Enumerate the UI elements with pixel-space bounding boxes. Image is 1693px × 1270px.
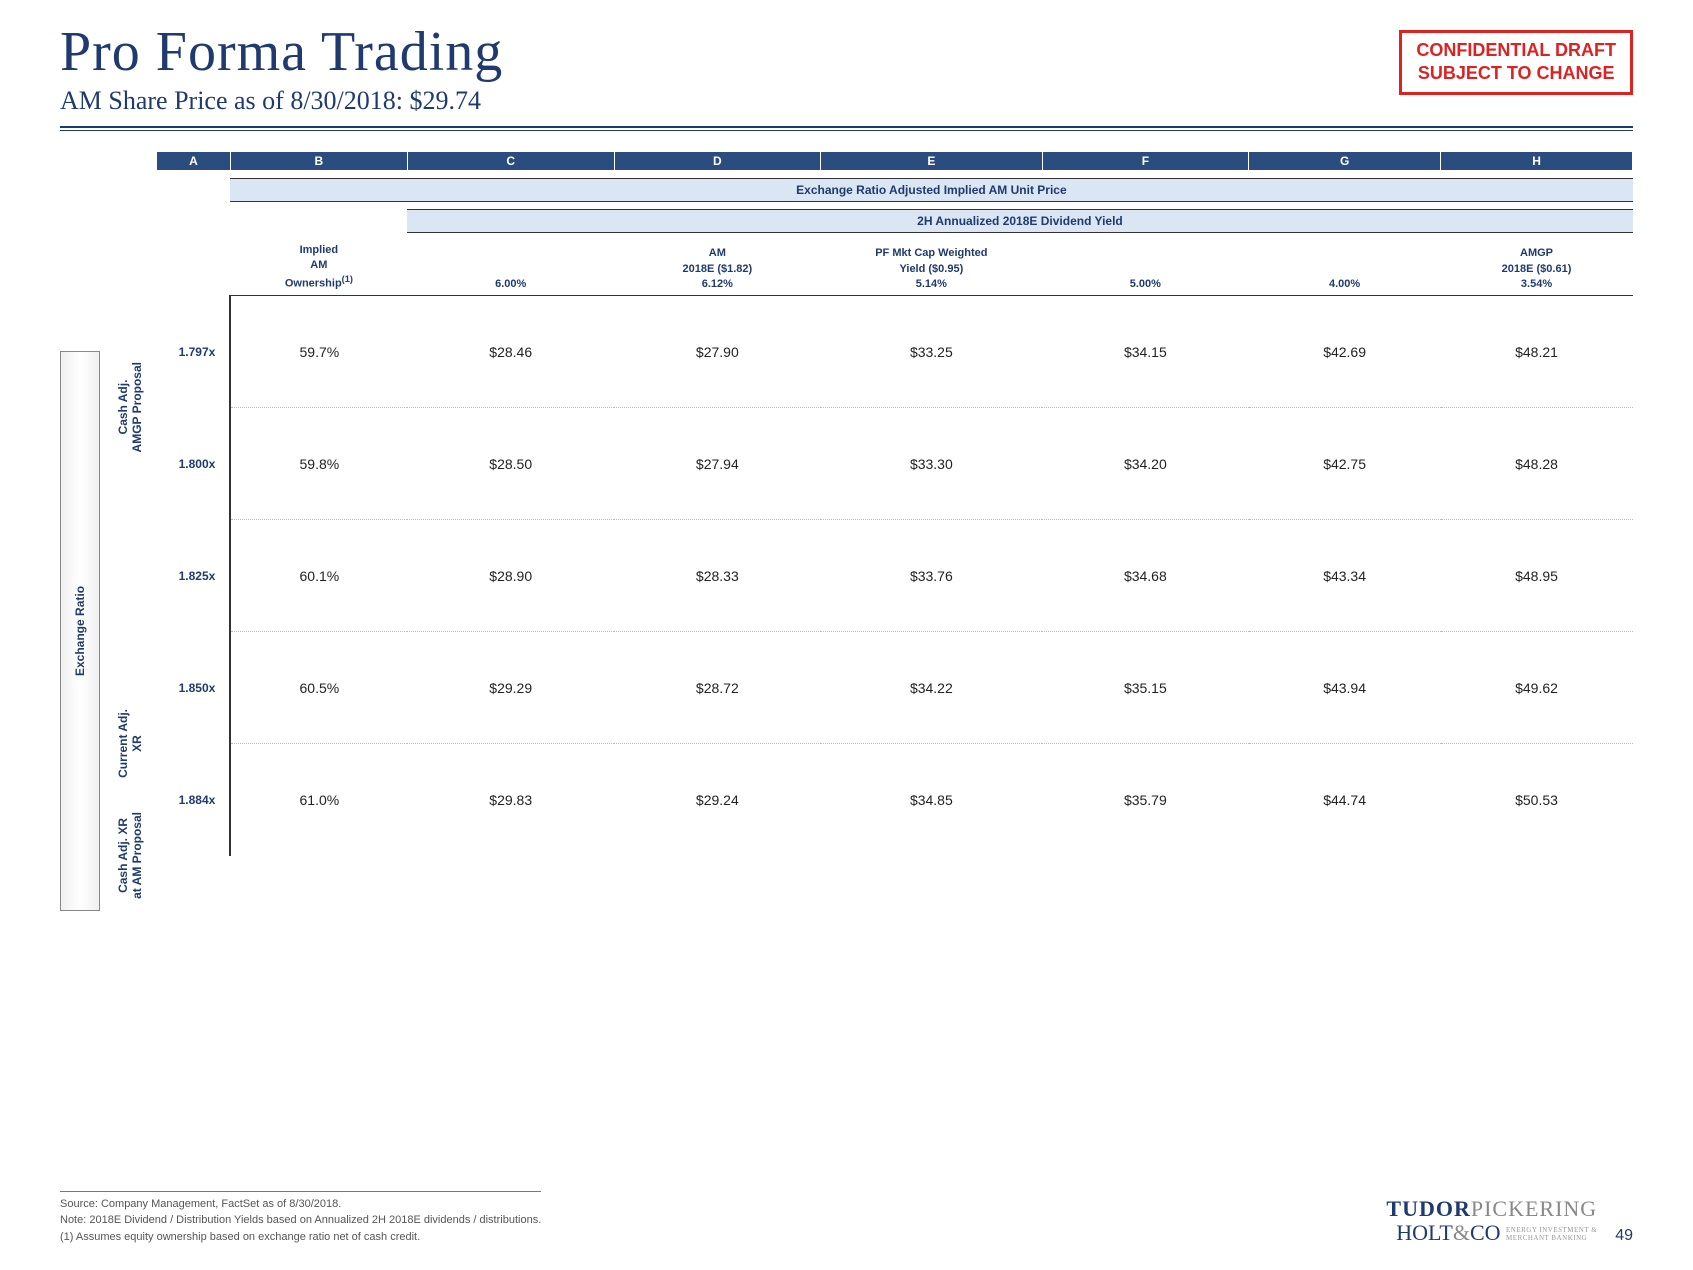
cell-own: 59.8% bbox=[230, 408, 407, 520]
cell-d: $27.90 bbox=[614, 296, 821, 408]
cell-g: $44.74 bbox=[1249, 744, 1441, 856]
logo-text-pickering: PICKERING bbox=[1471, 1196, 1597, 1221]
table-row: 1.825x 60.1% $28.90 $28.33 $33.76 $34.68… bbox=[157, 520, 1633, 632]
logo-text-holt: HOLT bbox=[1396, 1220, 1453, 1245]
cell-c: $28.90 bbox=[407, 520, 614, 632]
col-letter-d: D bbox=[614, 152, 821, 171]
stamp-line1: CONFIDENTIAL DRAFT bbox=[1416, 39, 1616, 62]
cell-d: $28.33 bbox=[614, 520, 821, 632]
col-letter-b: B bbox=[230, 152, 407, 171]
section2-label: 2H Annualized 2018E Dividend Yield bbox=[407, 210, 1632, 233]
cell-e: $33.25 bbox=[821, 296, 1042, 408]
data-table-area: A B C D E F G H Exchange Ratio Adjusted … bbox=[156, 151, 1633, 911]
colhead-g: 4.00% bbox=[1249, 233, 1441, 296]
colhead-d: AM 2018E ($1.82) 6.12% bbox=[614, 233, 821, 296]
cell-d: $27.94 bbox=[614, 408, 821, 520]
section2-header: 2H Annualized 2018E Dividend Yield bbox=[157, 210, 1633, 233]
cell-h: $48.21 bbox=[1441, 296, 1633, 408]
row-label-3 bbox=[110, 575, 150, 687]
cell-own: 61.0% bbox=[230, 744, 407, 856]
cell-c: $28.50 bbox=[407, 408, 614, 520]
cell-e: $34.85 bbox=[821, 744, 1042, 856]
table-row: 1.797x 59.7% $28.46 $27.90 $33.25 $34.15… bbox=[157, 296, 1633, 408]
page-footer: Source: Company Management, FactSet as o… bbox=[60, 1191, 1633, 1246]
cell-c: $29.83 bbox=[407, 744, 614, 856]
cell-e: $34.22 bbox=[821, 632, 1042, 744]
page-title: Pro Forma Trading bbox=[60, 20, 1633, 84]
cell-own: 59.7% bbox=[230, 296, 407, 408]
col-letter-f: F bbox=[1042, 152, 1249, 171]
cell-g: $43.34 bbox=[1249, 520, 1441, 632]
cell-f: $35.79 bbox=[1042, 744, 1249, 856]
cell-ratio: 1.797x bbox=[157, 296, 231, 408]
cell-own: 60.1% bbox=[230, 520, 407, 632]
row-label-1: Cash Adj. AMGP Proposal bbox=[110, 351, 150, 463]
stamp-line2: SUBJECT TO CHANGE bbox=[1416, 62, 1616, 85]
company-logo: TUDORPICKERING HOLT&CO ENERGY INVESTMENT… bbox=[1386, 1197, 1597, 1245]
row-label-4: Current Adj. XR bbox=[110, 687, 150, 799]
cell-g: $43.94 bbox=[1249, 632, 1441, 744]
row-category-labels: Cash Adj. AMGP Proposal Current Adj. XR … bbox=[110, 351, 150, 911]
content-area: Exchange Ratio Cash Adj. AMGP Proposal C… bbox=[60, 151, 1633, 911]
cell-f: $34.15 bbox=[1042, 296, 1249, 408]
section1-label: Exchange Ratio Adjusted Implied AM Unit … bbox=[230, 179, 1632, 202]
logo-tagline: ENERGY INVESTMENT & MERCHANT BANKING bbox=[1506, 1227, 1597, 1242]
cell-h: $48.95 bbox=[1441, 520, 1633, 632]
cell-h: $50.53 bbox=[1441, 744, 1633, 856]
col-letter-h: H bbox=[1441, 152, 1633, 171]
data-table: A B C D E F G H Exchange Ratio Adjusted … bbox=[156, 151, 1633, 856]
table-row: 1.884x 61.0% $29.83 $29.24 $34.85 $35.79… bbox=[157, 744, 1633, 856]
col-letter-a: A bbox=[157, 152, 231, 171]
cell-g: $42.75 bbox=[1249, 408, 1441, 520]
logo-text-amp: & bbox=[1453, 1220, 1470, 1245]
logo-text-tudor: TUDOR bbox=[1386, 1196, 1470, 1221]
logo-area: TUDORPICKERING HOLT&CO ENERGY INVESTMENT… bbox=[1386, 1197, 1633, 1245]
cell-ratio: 1.850x bbox=[157, 632, 231, 744]
cell-g: $42.69 bbox=[1249, 296, 1441, 408]
column-headers: Implied AM Ownership(1) 6.00% AM 2018E (… bbox=[157, 233, 1633, 296]
colhead-b: Implied AM Ownership(1) bbox=[230, 233, 407, 296]
row-label-2 bbox=[110, 463, 150, 575]
footnote-1: (1) Assumes equity ownership based on ex… bbox=[60, 1229, 541, 1246]
col-letter-e: E bbox=[821, 152, 1042, 171]
cell-ratio: 1.825x bbox=[157, 520, 231, 632]
cell-e: $33.30 bbox=[821, 408, 1042, 520]
page-number: 49 bbox=[1615, 1227, 1633, 1245]
column-letters-row: A B C D E F G H bbox=[157, 152, 1633, 171]
colhead-h: AMGP 2018E ($0.61) 3.54% bbox=[1441, 233, 1633, 296]
cell-c: $29.29 bbox=[407, 632, 614, 744]
footnote-source: Source: Company Management, FactSet as o… bbox=[60, 1196, 541, 1213]
section1-header: Exchange Ratio Adjusted Implied AM Unit … bbox=[157, 179, 1633, 202]
cell-ratio: 1.800x bbox=[157, 408, 231, 520]
colhead-c: 6.00% bbox=[407, 233, 614, 296]
cell-h: $48.28 bbox=[1441, 408, 1633, 520]
col-letter-g: G bbox=[1249, 152, 1441, 171]
cell-f: $34.68 bbox=[1042, 520, 1249, 632]
page-subtitle: AM Share Price as of 8/30/2018: $29.74 bbox=[60, 86, 1633, 116]
row-label-5: Cash Adj. XR at AM Proposal bbox=[110, 799, 150, 911]
cell-h: $49.62 bbox=[1441, 632, 1633, 744]
cell-d: $28.72 bbox=[614, 632, 821, 744]
cell-ratio: 1.884x bbox=[157, 744, 231, 856]
confidential-stamp: CONFIDENTIAL DRAFT SUBJECT TO CHANGE bbox=[1399, 30, 1633, 95]
exchange-ratio-label: Exchange Ratio bbox=[60, 351, 100, 911]
cell-e: $33.76 bbox=[821, 520, 1042, 632]
header-rule bbox=[60, 126, 1633, 131]
col-letter-c: C bbox=[407, 152, 614, 171]
colhead-e: PF Mkt Cap Weighted Yield ($0.95) 5.14% bbox=[821, 233, 1042, 296]
cell-own: 60.5% bbox=[230, 632, 407, 744]
cell-f: $35.15 bbox=[1042, 632, 1249, 744]
cell-f: $34.20 bbox=[1042, 408, 1249, 520]
table-row: 1.850x 60.5% $29.29 $28.72 $34.22 $35.15… bbox=[157, 632, 1633, 744]
page-header: Pro Forma Trading AM Share Price as of 8… bbox=[60, 20, 1633, 116]
cell-c: $28.46 bbox=[407, 296, 614, 408]
logo-text-co: CO bbox=[1470, 1220, 1501, 1245]
footnote-note: Note: 2018E Dividend / Distribution Yiel… bbox=[60, 1212, 541, 1229]
footnotes: Source: Company Management, FactSet as o… bbox=[60, 1191, 541, 1246]
exchange-ratio-label-box: Exchange Ratio bbox=[60, 351, 100, 911]
colhead-f: 5.00% bbox=[1042, 233, 1249, 296]
table-row: 1.800x 59.8% $28.50 $27.94 $33.30 $34.20… bbox=[157, 408, 1633, 520]
cell-d: $29.24 bbox=[614, 744, 821, 856]
